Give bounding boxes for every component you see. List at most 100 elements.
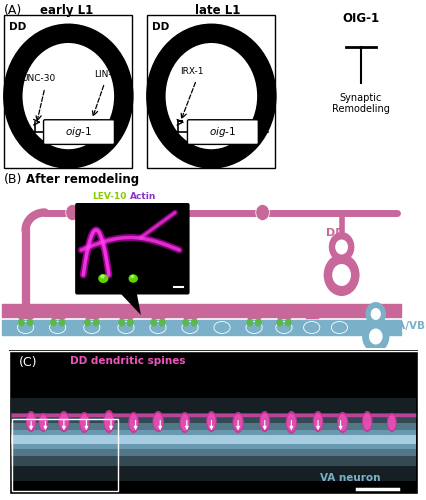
- Text: Actin: Actin: [130, 192, 156, 201]
- Ellipse shape: [260, 413, 268, 430]
- Ellipse shape: [130, 275, 134, 278]
- Ellipse shape: [181, 322, 198, 334]
- Ellipse shape: [337, 414, 346, 431]
- Ellipse shape: [361, 411, 371, 432]
- Ellipse shape: [17, 322, 34, 334]
- Bar: [4, 15, 132, 168]
- Ellipse shape: [13, 34, 124, 159]
- Ellipse shape: [49, 322, 66, 334]
- Ellipse shape: [59, 413, 68, 430]
- Ellipse shape: [387, 415, 395, 430]
- Text: early L1: early L1: [40, 4, 92, 17]
- Ellipse shape: [331, 322, 347, 334]
- Ellipse shape: [128, 412, 138, 433]
- Circle shape: [158, 318, 165, 326]
- Text: (C): (C): [19, 356, 37, 369]
- Ellipse shape: [128, 274, 138, 283]
- Circle shape: [370, 308, 380, 320]
- Ellipse shape: [336, 412, 348, 433]
- Circle shape: [182, 318, 189, 326]
- Circle shape: [254, 318, 261, 326]
- Bar: [11, 430, 415, 449]
- Ellipse shape: [313, 413, 322, 430]
- Ellipse shape: [386, 413, 396, 432]
- Polygon shape: [119, 292, 141, 315]
- Text: OIG-1: OIG-1: [342, 12, 378, 26]
- Ellipse shape: [27, 413, 35, 430]
- Bar: [11, 413, 415, 466]
- Circle shape: [276, 318, 282, 326]
- Ellipse shape: [207, 413, 215, 430]
- Circle shape: [50, 318, 57, 326]
- FancyBboxPatch shape: [43, 120, 114, 144]
- Circle shape: [58, 318, 65, 326]
- FancyBboxPatch shape: [75, 203, 189, 294]
- Ellipse shape: [285, 411, 296, 434]
- Ellipse shape: [103, 410, 115, 433]
- Ellipse shape: [39, 415, 47, 430]
- Circle shape: [365, 302, 385, 326]
- Ellipse shape: [58, 411, 69, 432]
- Bar: [12, 418, 118, 491]
- Text: DD: DD: [9, 22, 26, 32]
- Circle shape: [334, 240, 347, 254]
- Ellipse shape: [79, 412, 89, 433]
- Text: LEV-10: LEV-10: [92, 192, 126, 201]
- Ellipse shape: [206, 411, 216, 432]
- Ellipse shape: [153, 413, 162, 430]
- Text: DD: DD: [152, 22, 169, 32]
- Ellipse shape: [286, 413, 295, 432]
- Text: After remodeling: After remodeling: [26, 172, 138, 186]
- Text: $\mathit{oig}$-$\mathit{1}$: $\mathit{oig}$-$\mathit{1}$: [209, 125, 236, 139]
- Bar: [147, 15, 275, 168]
- Ellipse shape: [83, 322, 100, 334]
- Text: Synaptic
Remodeling: Synaptic Remodeling: [331, 92, 389, 114]
- Ellipse shape: [259, 411, 269, 432]
- Ellipse shape: [303, 322, 319, 334]
- Ellipse shape: [179, 412, 190, 433]
- FancyBboxPatch shape: [187, 120, 258, 144]
- Circle shape: [361, 320, 389, 352]
- Ellipse shape: [129, 414, 138, 431]
- Ellipse shape: [155, 34, 266, 159]
- Ellipse shape: [80, 414, 89, 431]
- Circle shape: [150, 318, 157, 326]
- Circle shape: [323, 254, 359, 296]
- Ellipse shape: [104, 412, 113, 431]
- Circle shape: [92, 318, 99, 326]
- Ellipse shape: [233, 414, 242, 431]
- Ellipse shape: [26, 411, 36, 432]
- Ellipse shape: [152, 411, 164, 432]
- Ellipse shape: [38, 413, 48, 432]
- Circle shape: [246, 318, 253, 326]
- Text: VA/VB: VA/VB: [390, 322, 425, 332]
- Ellipse shape: [232, 412, 243, 433]
- Bar: [11, 398, 415, 480]
- Circle shape: [84, 318, 91, 326]
- Circle shape: [66, 204, 79, 220]
- Text: (B): (B): [4, 172, 23, 186]
- Bar: [11, 434, 415, 444]
- Text: DD dendritic spines: DD dendritic spines: [70, 356, 185, 366]
- Circle shape: [190, 318, 197, 326]
- Text: (A): (A): [4, 4, 23, 17]
- Ellipse shape: [275, 322, 291, 334]
- Text: IRX-1: IRX-1: [180, 67, 204, 76]
- Circle shape: [368, 328, 382, 344]
- Text: DD: DD: [325, 228, 344, 237]
- Ellipse shape: [98, 274, 108, 283]
- Ellipse shape: [100, 274, 104, 278]
- Ellipse shape: [362, 413, 371, 430]
- Circle shape: [284, 318, 291, 326]
- Ellipse shape: [118, 322, 134, 334]
- Text: late L1: late L1: [195, 4, 240, 17]
- Bar: [11, 422, 415, 456]
- Ellipse shape: [150, 322, 166, 334]
- Circle shape: [331, 264, 350, 286]
- Text: VA neuron: VA neuron: [320, 473, 380, 483]
- Text: LIN-14: LIN-14: [94, 70, 123, 80]
- Circle shape: [255, 204, 269, 220]
- Ellipse shape: [213, 322, 230, 334]
- Ellipse shape: [312, 411, 322, 432]
- Circle shape: [127, 318, 133, 326]
